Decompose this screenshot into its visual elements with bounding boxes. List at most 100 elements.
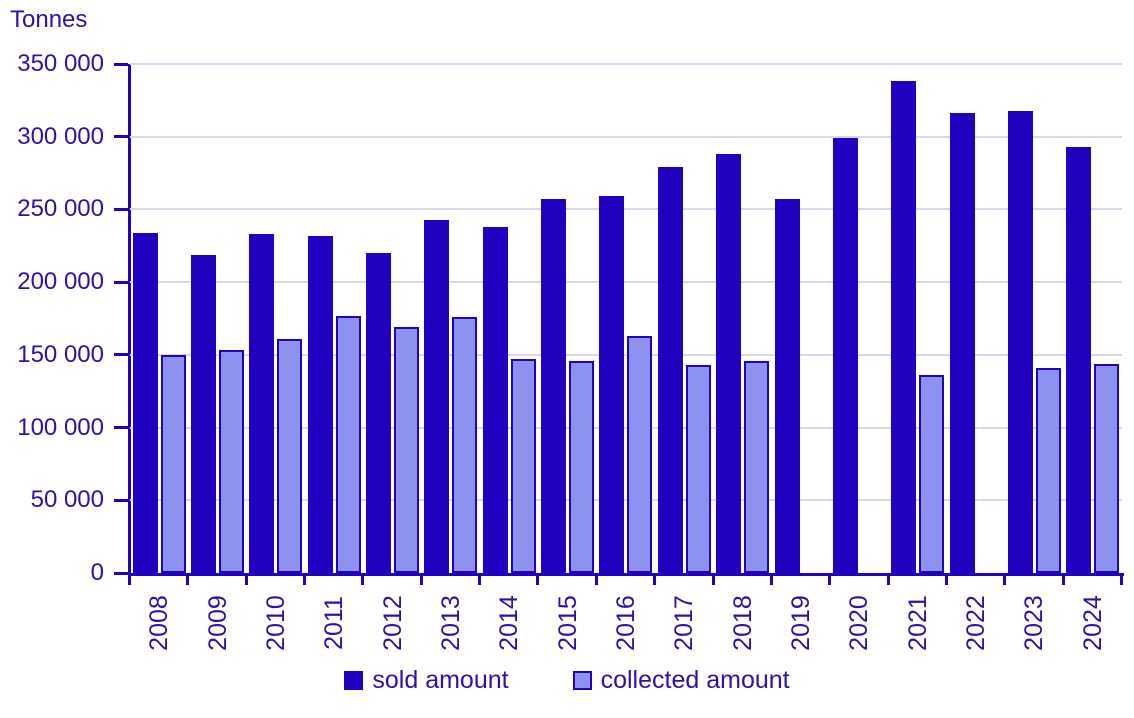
x-axis-label: 2015 bbox=[553, 595, 582, 651]
x-axis-label: 2008 bbox=[145, 595, 174, 651]
bar-group bbox=[188, 64, 246, 573]
x-axis-tick bbox=[1003, 576, 1007, 585]
bar-collected bbox=[277, 339, 303, 573]
bar-sold bbox=[832, 138, 858, 573]
y-axis-tick bbox=[114, 135, 128, 139]
legend: sold amount collected amount bbox=[0, 666, 1134, 695]
x-axis-tick bbox=[478, 576, 482, 585]
bar-sold bbox=[1066, 147, 1092, 573]
bar-group bbox=[830, 64, 888, 573]
x-axis-tick bbox=[186, 576, 190, 585]
bar-group bbox=[714, 64, 772, 573]
bar-collected bbox=[1035, 368, 1061, 573]
collected-swatch-icon bbox=[572, 671, 592, 690]
x-axis-tick bbox=[361, 576, 365, 585]
bar-collected bbox=[394, 327, 420, 573]
y-axis-tick-label: 300 000 bbox=[17, 122, 104, 150]
gridline bbox=[130, 208, 1122, 211]
x-axis-tick bbox=[594, 576, 598, 585]
x-axis-label: 2012 bbox=[378, 595, 407, 651]
x-axis-tick bbox=[1120, 576, 1123, 585]
gridline bbox=[130, 281, 1122, 284]
y-axis-tick bbox=[114, 353, 128, 357]
x-axis-tick bbox=[536, 576, 540, 585]
x-axis-label: 2010 bbox=[261, 595, 290, 651]
x-axis-tick bbox=[653, 576, 657, 585]
gridline bbox=[130, 499, 1122, 502]
gridline bbox=[130, 63, 1122, 65]
y-axis-unit-label: Tonnes bbox=[10, 6, 88, 33]
x-axis-tick bbox=[244, 576, 248, 585]
bar-sold bbox=[132, 233, 158, 573]
bar-collected bbox=[569, 361, 595, 573]
bar-sold bbox=[366, 253, 392, 573]
y-axis-tick-label: 100 000 bbox=[17, 413, 104, 441]
x-axis-label: 2016 bbox=[612, 595, 640, 651]
bar-sold bbox=[249, 234, 275, 573]
bar-sold bbox=[191, 255, 217, 573]
x-axis-label: 2017 bbox=[670, 595, 699, 651]
bar-collected bbox=[919, 375, 945, 573]
bar-sold bbox=[599, 196, 625, 573]
bar-sold bbox=[541, 199, 567, 573]
bar-group bbox=[1064, 64, 1122, 573]
y-axis-tick-label: 150 000 bbox=[17, 340, 104, 368]
x-axis-tick bbox=[303, 576, 307, 585]
bar-group bbox=[422, 64, 480, 573]
y-axis-tick bbox=[114, 571, 128, 575]
bar-collected bbox=[219, 350, 245, 573]
bar-sold bbox=[307, 236, 333, 573]
bar-group bbox=[597, 64, 655, 573]
bar-sold bbox=[949, 113, 975, 573]
bar-collected bbox=[627, 336, 653, 573]
gridline bbox=[130, 353, 1122, 356]
bar-group bbox=[538, 64, 596, 573]
bar-sold bbox=[1007, 111, 1033, 573]
legend-label-collected: collected amount bbox=[600, 666, 790, 694]
legend-item-collected: collected amount bbox=[572, 666, 790, 695]
y-axis-tick-label: 0 bbox=[90, 559, 104, 586]
bar-sold bbox=[774, 199, 800, 573]
plot-area bbox=[130, 63, 1122, 573]
x-axis-tick bbox=[1061, 576, 1065, 585]
bar-group bbox=[947, 64, 1005, 573]
y-axis-tick bbox=[114, 498, 128, 502]
x-axis-tick bbox=[828, 576, 832, 585]
x-axis-tick bbox=[769, 576, 773, 585]
y-axis-tick-label: 50 000 bbox=[30, 486, 104, 514]
x-axis-tick bbox=[944, 576, 948, 585]
legend-item-sold: sold amount bbox=[344, 666, 509, 695]
gridline bbox=[130, 426, 1122, 429]
bar-sold bbox=[482, 227, 508, 573]
bar-group bbox=[480, 64, 538, 573]
bar-collected bbox=[452, 317, 478, 573]
bar-sold bbox=[424, 220, 450, 573]
bar-group bbox=[1005, 64, 1063, 573]
x-axis-label: 2024 bbox=[1078, 595, 1107, 651]
bar-group bbox=[305, 64, 363, 573]
x-axis-label: 2014 bbox=[495, 595, 524, 651]
x-axis-line bbox=[128, 573, 1124, 576]
bar-collected bbox=[335, 316, 361, 573]
x-axis-label: 2018 bbox=[728, 595, 757, 651]
x-axis-label: 2013 bbox=[436, 595, 465, 651]
sold-swatch-icon bbox=[344, 671, 364, 690]
bar-sold bbox=[716, 154, 742, 573]
x-axis-tick bbox=[128, 576, 131, 585]
x-axis-label: 2009 bbox=[203, 595, 232, 651]
bar-collected bbox=[685, 365, 711, 573]
legend-label-sold: sold amount bbox=[372, 666, 509, 694]
y-axis-tick bbox=[114, 62, 128, 66]
x-axis-label: 2021 bbox=[903, 595, 932, 651]
bar-group bbox=[655, 64, 713, 573]
y-axis-tick bbox=[114, 207, 128, 211]
bar-collected bbox=[744, 361, 770, 573]
x-axis-tick bbox=[886, 576, 890, 585]
y-axis-tick-label: 200 000 bbox=[17, 268, 104, 296]
x-axis-label: 2011 bbox=[320, 596, 349, 650]
x-axis-tick bbox=[419, 576, 423, 585]
y-axis-tick bbox=[114, 426, 128, 430]
bar-group bbox=[772, 64, 830, 573]
bar-sold bbox=[891, 81, 917, 573]
